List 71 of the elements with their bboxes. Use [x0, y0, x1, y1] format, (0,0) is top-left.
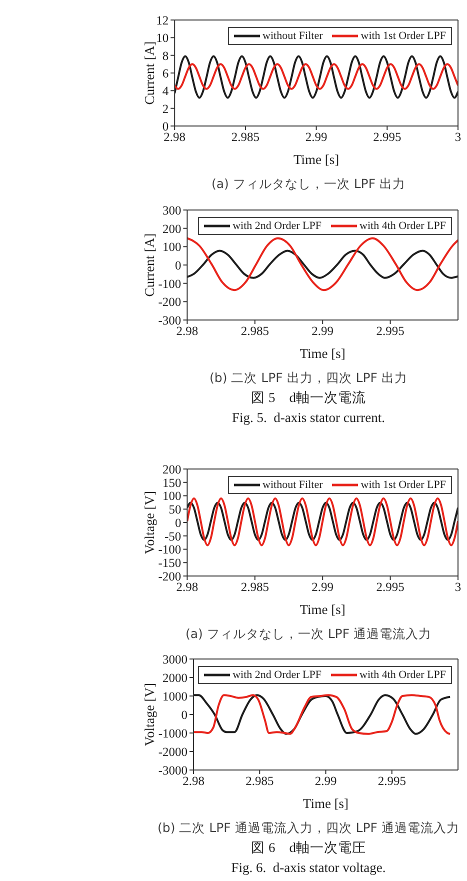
- line-series: [187, 502, 458, 541]
- text: (b) 二次 LPF 出力，四次 LPF 出力: [210, 370, 408, 385]
- x-axis-title: Time [s]: [300, 602, 346, 617]
- y-tick-label: 12: [156, 13, 169, 28]
- text: (b) 二次 LPF 通過電流入力，四次 LPF 通過電流入力: [158, 820, 460, 835]
- line-series: [174, 63, 458, 90]
- y-tick-label: -2000: [158, 744, 188, 759]
- x-tick-label: 2.99: [312, 324, 334, 338]
- x-axis-title: Time [s]: [302, 796, 349, 811]
- line-series: [187, 250, 458, 279]
- y-tick-label: 200: [162, 222, 182, 236]
- y-axis-title: Current [A]: [142, 233, 157, 297]
- y-tick-label: -200: [158, 295, 182, 310]
- caption: 図 5 d軸一次電流: [251, 390, 366, 405]
- y-tick-label: 50: [168, 502, 182, 517]
- y-tick-label: 0: [174, 516, 182, 530]
- y-tick-label: 4: [162, 84, 170, 98]
- caption: 図 6 d軸一次電圧: [251, 840, 366, 855]
- legend-label: with 1st Order LPF: [360, 29, 446, 43]
- line-series: [187, 497, 458, 546]
- x-tick-label: 2.985: [246, 774, 274, 788]
- y-axis-title: Voltage [V]: [142, 682, 157, 746]
- y-tick-label: 100: [162, 489, 182, 504]
- x-tick-label: 2.995: [376, 580, 404, 594]
- y-axis-title: Voltage [V]: [142, 490, 157, 554]
- legend-label: with 4th Order LPF: [360, 219, 446, 233]
- y-tick-label: 0: [174, 258, 182, 272]
- legend-label: with 2nd Order LPF: [232, 668, 322, 682]
- y-tick-label: 10: [156, 31, 169, 46]
- x-tick-label: 2.99: [312, 580, 334, 594]
- x-tick-label: 2.99: [305, 130, 328, 144]
- x-axis-title: Time [s]: [300, 346, 346, 361]
- y-tick-label: 200: [162, 462, 182, 476]
- y-axis-title: Current [A]: [142, 41, 157, 105]
- x-tick-label: 2.995: [376, 324, 404, 338]
- y-tick-label: 8: [162, 48, 169, 63]
- y-tick-label: 100: [162, 240, 182, 254]
- line-series: [194, 694, 452, 735]
- text: (a) フィルタなし，一次 LPF 通過電流入力: [185, 626, 432, 641]
- y-tick-label: -100: [158, 542, 182, 557]
- y-tick-label: 150: [162, 476, 182, 490]
- y-tick-label: -150: [158, 556, 182, 570]
- text: (a) フィルタなし，一次 LPF 出力: [211, 176, 406, 191]
- y-tick-label: -100: [158, 276, 182, 291]
- x-tick-label: 3: [454, 130, 462, 144]
- x-tick-label: 2.995: [373, 130, 402, 144]
- legend-label: with 2nd Order LPF: [232, 219, 322, 233]
- x-tick-label: 2.985: [240, 580, 269, 594]
- y-tick-label: 0: [181, 708, 188, 722]
- caption: Fig. 5. d-axis stator current.: [232, 410, 385, 425]
- x-tick-label: 2.985: [231, 130, 260, 144]
- x-tick-label: 2.995: [378, 774, 406, 788]
- y-tick-label: 300: [162, 203, 182, 218]
- y-tick-label: 2: [162, 102, 169, 116]
- x-tick-label: 2.985: [240, 324, 269, 338]
- line-series: [174, 55, 458, 99]
- y-tick-label: -50: [164, 529, 182, 544]
- legend-label: with 1st Order LPF: [360, 478, 446, 492]
- y-tick-label: 1000: [162, 689, 188, 704]
- y-tick-label: 6: [162, 66, 169, 80]
- y-tick-label: 2000: [162, 670, 188, 685]
- legend-label: without Filter: [262, 478, 323, 492]
- legend-label: without Filter: [262, 29, 323, 43]
- x-tick-label: 3: [454, 580, 462, 594]
- line-series: [187, 237, 458, 292]
- x-axis-title: Time [s]: [293, 152, 340, 167]
- x-tick-label: 2.99: [314, 774, 337, 788]
- legend-label: with 4th Order LPF: [360, 668, 446, 682]
- y-tick-label: 3000: [162, 652, 188, 666]
- y-tick-label: -1000: [158, 726, 188, 740]
- caption: Fig. 6. d-axis stator voltage.: [231, 860, 386, 875]
